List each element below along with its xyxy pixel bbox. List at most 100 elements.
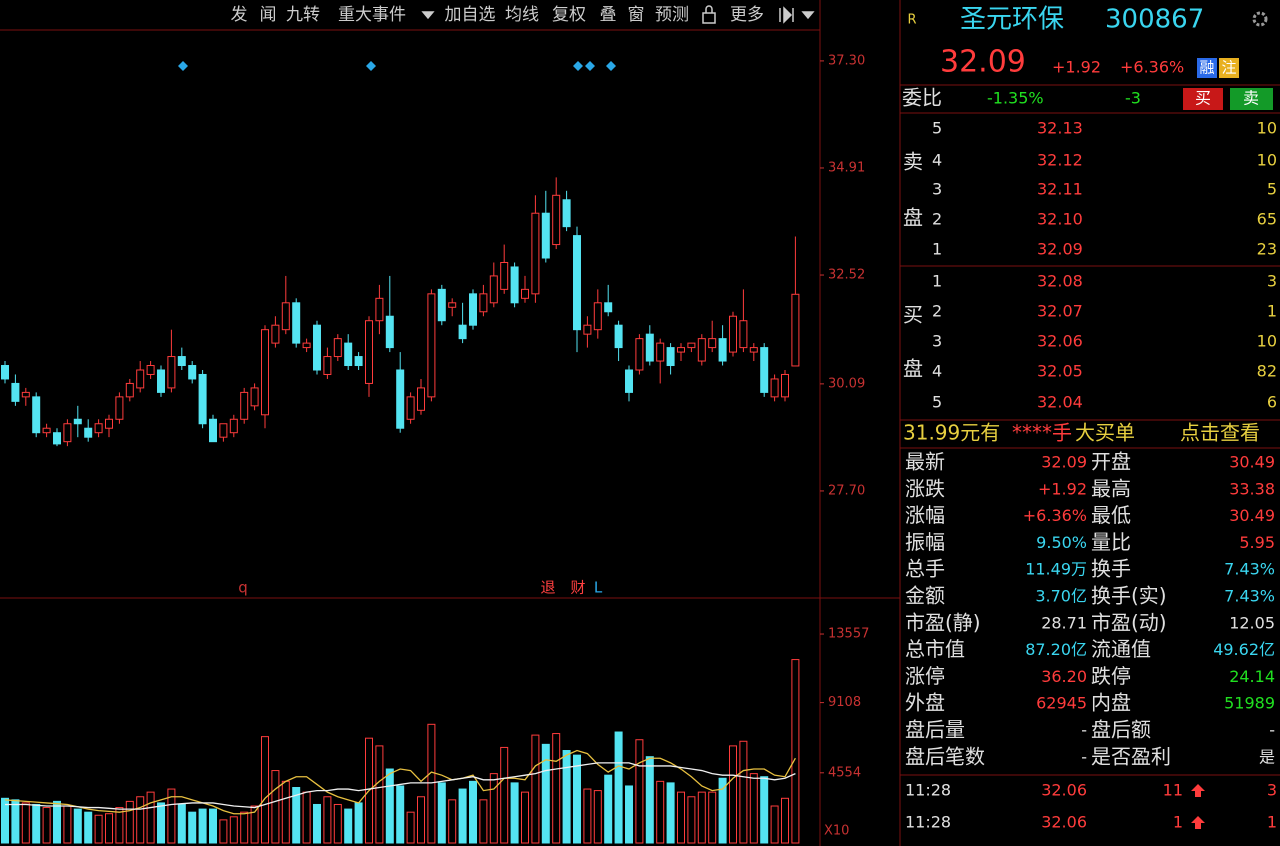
candle-body xyxy=(635,338,644,371)
candle-body xyxy=(417,387,425,411)
dropdown-icon[interactable] xyxy=(801,11,815,20)
volume-bar xyxy=(136,796,145,844)
stat-label: 金额 xyxy=(905,584,945,608)
big-order-text: ****手 xyxy=(1012,421,1072,445)
candle-body xyxy=(708,338,717,349)
stat-label: 总市值 xyxy=(905,637,965,661)
unit-label: X10 xyxy=(824,824,849,839)
volume-bar xyxy=(604,774,613,844)
sell-button-label[interactable]: 卖 xyxy=(1243,89,1259,108)
volume-bar xyxy=(593,790,602,844)
toolbar-button[interactable]: 均线 xyxy=(505,5,539,25)
candle-body xyxy=(209,418,217,443)
book-level: 1 xyxy=(932,240,942,259)
toolbar-button[interactable]: 加自选 xyxy=(445,5,496,25)
candle-body xyxy=(105,418,113,429)
candle-body xyxy=(73,418,82,425)
book-price: 32.12 xyxy=(1037,151,1083,170)
candle-body xyxy=(760,347,769,393)
stat-label: 外盘 xyxy=(905,691,945,715)
candle-body xyxy=(198,373,207,425)
chart-annotation[interactable]: 退 xyxy=(540,579,555,597)
big-order-text[interactable]: 点击查看 xyxy=(1180,421,1260,445)
event-marker[interactable] xyxy=(573,61,583,71)
toolbar-button[interactable]: 预测 xyxy=(655,5,689,25)
trade-up-arrow xyxy=(1191,784,1205,797)
book-volume: 5 xyxy=(1267,180,1277,199)
toolbar-button[interactable]: 闻 xyxy=(260,5,277,25)
y-tick-label: 4554 xyxy=(828,765,861,780)
lock-icon[interactable] xyxy=(702,12,716,24)
dropdown-icon[interactable] xyxy=(421,11,435,20)
candle-body xyxy=(541,212,550,259)
event-marker[interactable] xyxy=(366,61,376,71)
candle-body xyxy=(125,382,134,398)
event-marker[interactable] xyxy=(606,61,616,71)
stock-name: 圣元环保 xyxy=(960,5,1064,35)
book-level: 2 xyxy=(932,302,942,321)
book-volume: 1 xyxy=(1267,302,1277,321)
stat-value: 是 xyxy=(1259,747,1275,766)
volume-bar xyxy=(531,734,540,844)
volume-bar xyxy=(479,799,488,844)
stat-value: 7.43% xyxy=(1224,560,1275,579)
chart-annotation[interactable]: L xyxy=(594,579,603,597)
buy-button-label[interactable]: 买 xyxy=(1195,89,1211,108)
tag-label[interactable]: 注 xyxy=(1221,59,1236,77)
buy-button[interactable] xyxy=(1183,88,1223,110)
candle-body xyxy=(729,315,737,353)
stat-value: 28.71 xyxy=(1041,613,1087,632)
volume-bar xyxy=(344,808,353,844)
volume-bar xyxy=(375,745,384,844)
big-order-text: 31.99元有 xyxy=(903,421,1000,445)
chart-annotation[interactable]: q xyxy=(238,579,248,597)
stat-label: 最新 xyxy=(905,450,945,474)
volume-bar xyxy=(458,788,467,844)
volume-bar xyxy=(573,754,581,844)
toolbar-button[interactable]: 九转 xyxy=(286,5,320,25)
chart-annotation[interactable]: 财 xyxy=(570,579,585,597)
stat-label: 流通值 xyxy=(1091,637,1151,661)
stat-value: 11.49万 xyxy=(1025,560,1087,579)
stat-value: 24.14 xyxy=(1229,667,1275,686)
candle-body xyxy=(250,387,259,407)
toolbar-button[interactable]: 发 xyxy=(231,5,248,25)
stat-value: 33.38 xyxy=(1229,479,1275,498)
toolbar-button[interactable]: 窗 xyxy=(628,5,645,25)
candle-body xyxy=(791,293,800,367)
stat-label: 内盘 xyxy=(1091,691,1131,715)
volume-bar xyxy=(770,805,779,844)
candle-body xyxy=(437,288,446,322)
volume-bar xyxy=(250,805,259,844)
panel-toggle-icon[interactable] xyxy=(779,6,794,24)
tag-label[interactable]: 融 xyxy=(1199,59,1214,77)
price-change-pct: +6.36% xyxy=(1120,58,1184,77)
candle-body xyxy=(697,338,706,362)
stat-label: 市盈(动) xyxy=(1091,610,1167,634)
book-price: 32.07 xyxy=(1037,302,1083,321)
toolbar-button[interactable]: 更多 xyxy=(730,5,764,25)
toolbar-button[interactable]: 重大事件 xyxy=(338,5,406,25)
settings-icon[interactable] xyxy=(1252,11,1268,27)
event-marker[interactable] xyxy=(585,61,595,71)
toolbar-button[interactable]: 叠 xyxy=(600,5,617,25)
toolbar-button[interactable]: 复权 xyxy=(552,5,586,25)
volume-bar xyxy=(749,773,758,844)
volume-bar xyxy=(240,811,249,844)
candle-body xyxy=(84,427,93,438)
stat-value: - xyxy=(1081,721,1087,740)
book-side-label: 盘 xyxy=(903,206,923,230)
candle-body xyxy=(562,199,571,228)
candle-body xyxy=(469,293,477,326)
volume-bar xyxy=(666,782,675,844)
volume-bar xyxy=(427,723,436,844)
candle-body xyxy=(385,315,394,349)
sell-button[interactable] xyxy=(1230,88,1273,110)
stat-label: 最低 xyxy=(1091,503,1131,527)
candle-body xyxy=(313,324,321,371)
volume-bar xyxy=(292,787,301,844)
committee-diff: -3 xyxy=(1125,89,1141,108)
event-marker[interactable] xyxy=(178,61,188,71)
candle-body xyxy=(323,356,332,375)
book-price: 32.06 xyxy=(1037,332,1083,351)
